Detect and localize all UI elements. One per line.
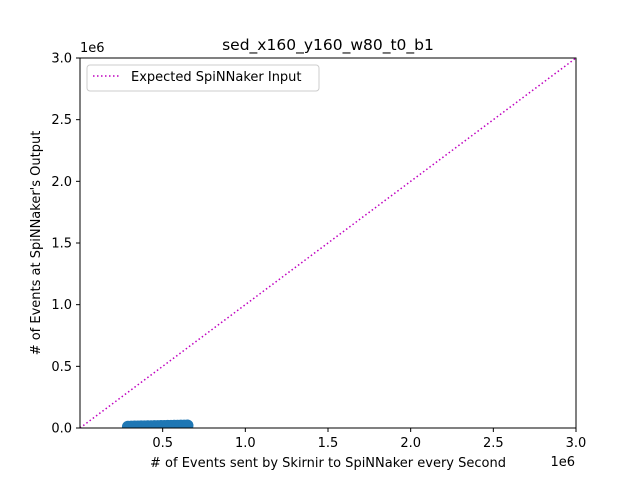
chart-title: sed_x160_y160_w80_t0_b1 (222, 36, 434, 55)
plot-area (80, 58, 576, 428)
x-tick-label: 2.5 (483, 436, 504, 451)
legend: Expected SpiNNaker Input (86, 64, 320, 92)
y-tick-label: 0.5 (51, 360, 72, 375)
axis-ticks: 0.5 1.0 1.5 2.0 2.5 3.0 0.0 0.5 1.0 1.5 2.0 2.5 3.0 (51, 52, 586, 452)
y-axis-offset-label: 1e6 (80, 41, 105, 56)
y-axis-label: # of Events at SpiNNaker's Output (29, 131, 44, 356)
expected-line (80, 58, 576, 428)
x-tick-label: 1.0 (235, 436, 256, 451)
y-tick-label: 1.0 (51, 298, 72, 313)
x-tick-label: 1.5 (318, 436, 339, 451)
legend-label: Expected SpiNNaker Input (131, 70, 302, 85)
y-tick-label: 0.0 (51, 422, 72, 437)
x-tick-label: 3.0 (566, 436, 587, 451)
legend-box (86, 64, 320, 92)
x-tick-label: 0.5 (152, 436, 173, 451)
x-axis-label: # of Events sent by Skirnir to SpiNNaker… (150, 456, 506, 471)
y-tick-label: 1.5 (51, 237, 72, 252)
x-tick-label: 2.0 (400, 436, 421, 451)
y-tick-label: 2.0 (51, 175, 72, 190)
y-tick-label: 3.0 (51, 52, 72, 67)
scatter-point (181, 419, 194, 428)
axes-frame (79, 57, 577, 429)
y-tick-label: 2.5 (51, 113, 72, 128)
x-axis-offset-label: 1e6 (550, 455, 575, 470)
